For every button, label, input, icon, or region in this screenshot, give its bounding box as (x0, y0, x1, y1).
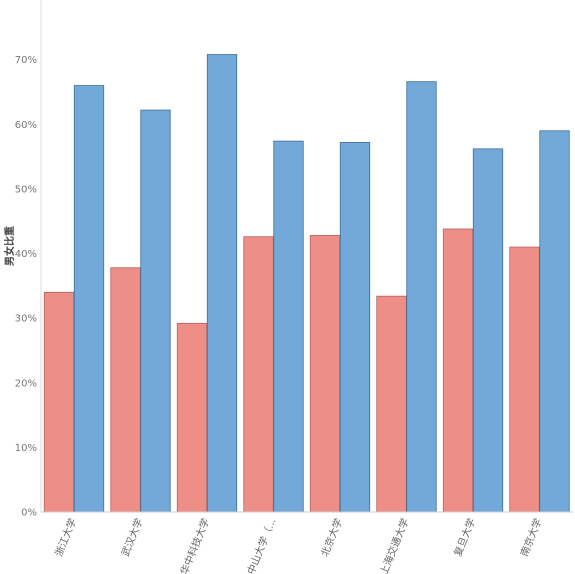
y-axis: 0% 10% 20% 30% 40% 50% 60% 70% (15, 0, 42, 519)
bar-series-1[interactable] (176, 322, 208, 513)
bar-series-1[interactable] (376, 295, 407, 513)
x-tick-label: 北京大学 (318, 516, 345, 558)
x-tick-label: 华中科技大学 (178, 516, 213, 574)
bar-series-2[interactable] (472, 148, 504, 513)
y-tick-label: 10% (15, 443, 37, 454)
bar-series-1[interactable] (243, 236, 274, 513)
y-tick-label: 20% (15, 378, 37, 389)
x-tick-label: 中山大学（... (244, 516, 278, 574)
y-tick-label: 70% (15, 55, 37, 66)
bar-series-2[interactable] (339, 141, 371, 513)
bar-series-2[interactable] (273, 140, 304, 513)
bar-series-1[interactable] (43, 291, 75, 513)
bar-series-2[interactable] (206, 54, 238, 513)
bar-series-1[interactable] (110, 267, 141, 513)
bar-series-2[interactable] (406, 81, 437, 513)
x-tick-label: 浙江大学 (52, 516, 79, 558)
y-tick-label: 40% (15, 249, 37, 260)
x-axis: 浙江大学 武汉大学 华中科技大学 中山大学（... 北京大学 上海交通大学 复旦大学 南京大学 (41, 511, 573, 574)
bar-series-2[interactable] (73, 85, 105, 513)
bar-series-1[interactable] (509, 246, 540, 513)
bar-series-2[interactable] (539, 130, 570, 513)
x-tick-label: 上海交通大学 (377, 516, 412, 574)
bar-series-1[interactable] (309, 235, 341, 513)
bars-group (43, 54, 570, 513)
bar-series-1[interactable] (442, 228, 474, 513)
x-tick-label: 复旦大学 (451, 516, 478, 558)
y-tick-label: 60% (15, 120, 37, 131)
bar-series-2[interactable] (140, 109, 171, 513)
y-tick-label: 30% (15, 314, 37, 325)
y-axis-label: 男女比重 (3, 226, 16, 266)
x-tick-label: 武汉大学 (118, 516, 145, 558)
y-tick-label: 0% (21, 508, 37, 519)
y-tick-label: 50% (15, 184, 37, 195)
x-tick-label: 南京大学 (517, 516, 544, 558)
